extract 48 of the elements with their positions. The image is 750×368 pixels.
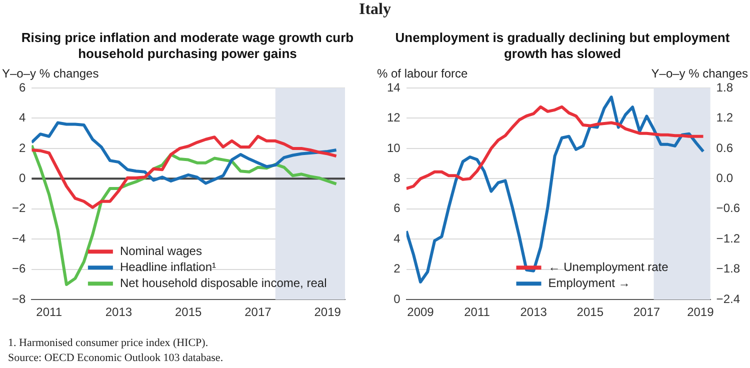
text: 1. Harmonised consumer price index (HICP). xyxy=(8,336,210,351)
chart-title: Rising price inflation and moderate wage growth curb household purchasing power gains xyxy=(20,30,355,62)
y2-tick-label: −1.8 xyxy=(716,262,740,276)
legend-label: ← Unemployment rate xyxy=(548,260,669,274)
y-tick-label: 4 xyxy=(394,231,401,246)
x-tick-label: 2009 xyxy=(407,305,434,320)
legend-label: Net household disposable income, real xyxy=(120,276,327,290)
y-tick-label: 14 xyxy=(386,80,401,94)
y-tick-label: −4 xyxy=(12,231,26,246)
legend-label: Headline inflation¹ xyxy=(120,260,216,274)
x-tick-label: 2011 xyxy=(464,305,490,320)
y2-tick-label: 0.0 xyxy=(716,171,734,185)
y-tick-label: −8 xyxy=(12,292,26,306)
x-tick-label: 2013 xyxy=(520,305,548,320)
y-tick-label: 8 xyxy=(394,171,401,185)
x-tick-label: 2019 xyxy=(314,305,342,320)
y-tick-label: 2 xyxy=(18,140,26,155)
chart-title: Unemployment is gradually declining but employment growth has slowed xyxy=(394,30,731,62)
legend-label: Employment → xyxy=(548,276,630,290)
y2-tick-label: 0.6 xyxy=(716,140,734,155)
y-tick-label: −6 xyxy=(12,262,26,276)
x-tick-label: 2011 xyxy=(36,305,62,320)
y-tick-label: 12 xyxy=(386,110,401,125)
y2-tick-label: −1.2 xyxy=(716,231,740,246)
x-tick-label: 2015 xyxy=(576,305,604,320)
y-tick-label: −2 xyxy=(12,201,26,216)
x-tick-label: 2015 xyxy=(174,305,202,320)
source-note: Source: OECD Economic Outlook 103 database. xyxy=(8,351,224,366)
y-tick-label: 0 xyxy=(18,171,26,185)
x-tick-label: 2013 xyxy=(105,305,132,320)
y-axis-title: % of labour force xyxy=(377,66,468,80)
y-axis-title: Y–o–y % changes xyxy=(2,66,99,80)
y2-tick-label: −2.4 xyxy=(716,292,740,306)
y-tick-label: 6 xyxy=(18,80,26,94)
x-tick-label: 2017 xyxy=(244,305,272,320)
y2-tick-label: 1.8 xyxy=(716,80,734,94)
x-tick-label: 2019 xyxy=(687,305,714,320)
y-tick-label: 10 xyxy=(386,140,401,155)
y-tick-label: 4 xyxy=(18,110,26,125)
y-tick-label: 2 xyxy=(394,262,401,276)
y-tick-label: 6 xyxy=(394,201,401,216)
y-tick-label: 0 xyxy=(394,292,401,306)
x-tick-label: 2017 xyxy=(633,305,660,320)
text: Italy xyxy=(358,1,392,19)
legend-label: Nominal wages xyxy=(120,244,202,258)
y2-axis-title: Y–o–y % changes xyxy=(651,66,748,80)
y2-tick-label: −0.6 xyxy=(716,201,740,216)
y2-tick-label: 1.2 xyxy=(716,110,734,125)
